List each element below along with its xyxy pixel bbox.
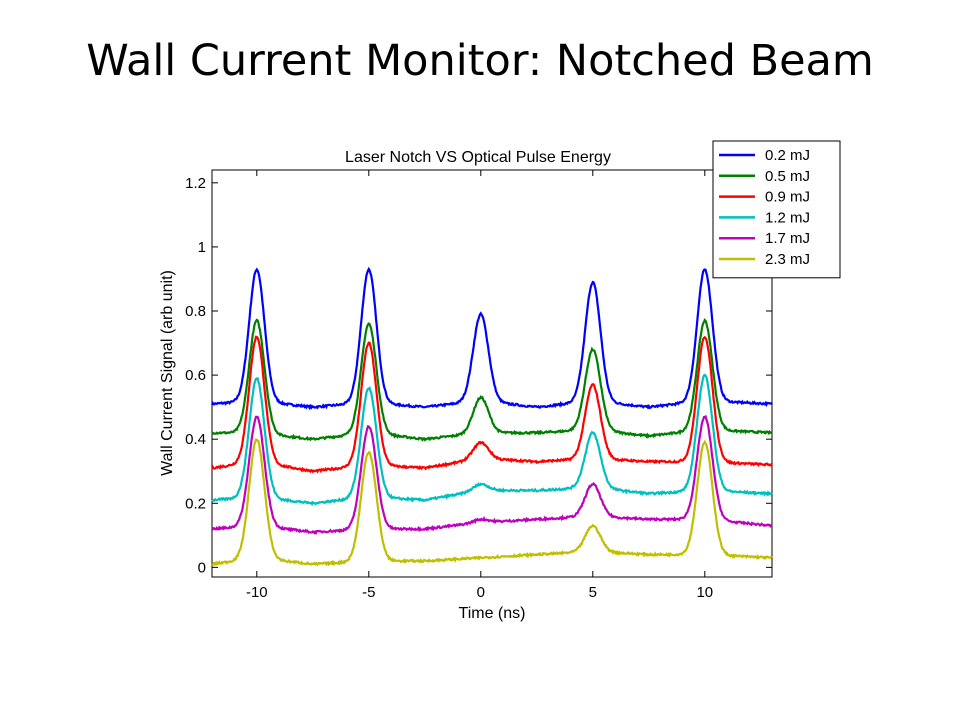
x-tick-label: -5 (362, 584, 375, 601)
legend-label: 1.7 mJ (765, 230, 810, 247)
y-tick-label: 1 (198, 239, 206, 256)
x-axis-label: Time (ns) (459, 605, 526, 622)
legend-label: 0.9 mJ (765, 189, 810, 206)
axes: -10 -5 0 5 10 0 0.2 0.4 0.6 0.8 1 1.2 (185, 170, 772, 601)
series-line-2 (211, 335, 773, 474)
y-tick-label: 0.2 (185, 495, 206, 512)
y-tick-label: 0 (198, 559, 206, 576)
legend-label: 1.2 mJ (765, 209, 810, 226)
series-line-5 (211, 438, 773, 567)
series-line-3 (211, 373, 773, 507)
series-line-0 (210, 266, 773, 411)
x-tick-label: 0 (477, 584, 485, 601)
series-line-4 (211, 414, 773, 536)
x-tick-label: -10 (246, 584, 268, 601)
y-tick-label: 0.6 (185, 367, 206, 384)
y-axis-label: Wall Current Signal (arb unit) (159, 270, 176, 476)
chart-title: Laser Notch VS Optical Pulse Energy (345, 149, 611, 166)
y-tick-label: 1.2 (185, 175, 206, 192)
y-tick-label: 0.8 (185, 303, 206, 320)
legend-label: 2.3 mJ (765, 251, 810, 268)
legend-label: 0.5 mJ (765, 168, 810, 185)
legend: 0.2 mJ 0.5 mJ 0.9 mJ 1.2 mJ 1.7 mJ 2.3 mJ (712, 140, 841, 279)
slide-title: Wall Current Monitor: Notched Beam (86, 36, 874, 86)
legend-box (712, 140, 841, 279)
y-tick-label: 0.4 (185, 431, 206, 448)
x-tick-label: 5 (589, 584, 597, 601)
series-line-1 (211, 318, 773, 442)
series-group (210, 266, 773, 567)
x-tick-label: 10 (696, 584, 713, 601)
legend-label: 0.2 mJ (765, 147, 810, 164)
